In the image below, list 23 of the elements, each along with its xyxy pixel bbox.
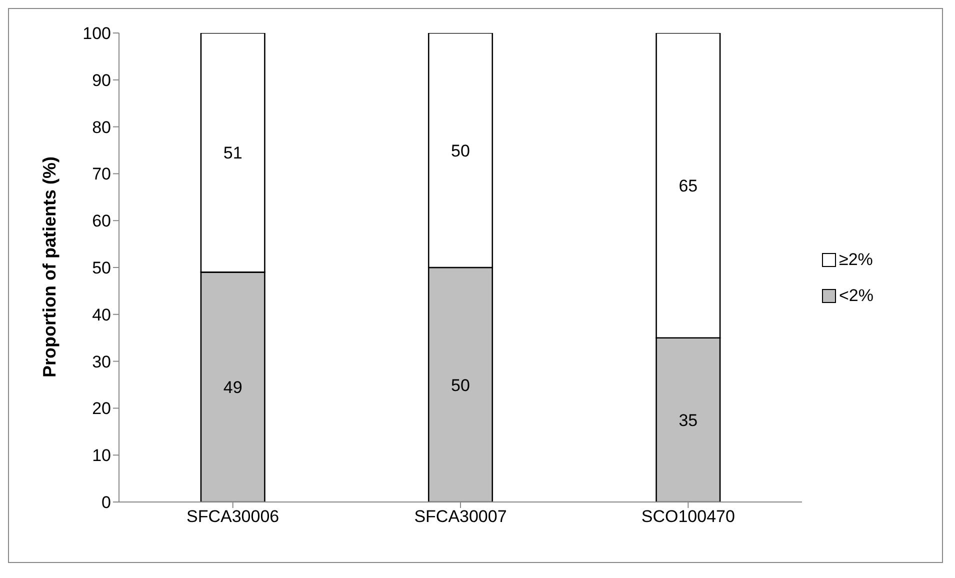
y-axis-title: Proportion of patients (%) <box>39 156 60 378</box>
x-tick-label: SCO100470 <box>641 507 735 526</box>
data-label: 51 <box>223 144 242 163</box>
legend-label: ≥2% <box>839 250 873 270</box>
y-tick-label: 0 <box>102 493 111 512</box>
data-label: 49 <box>223 378 242 398</box>
x-tick-label: SFCA30007 <box>414 507 507 526</box>
data-label: 50 <box>451 141 470 160</box>
y-tick-label: 50 <box>92 258 111 278</box>
y-tick-label: 80 <box>92 118 111 137</box>
x-tick-label: SFCA30006 <box>186 507 280 526</box>
y-tick-label: 90 <box>92 70 111 90</box>
y-tick-label: 60 <box>92 212 111 231</box>
data-label: 65 <box>678 176 698 196</box>
data-label: 35 <box>678 410 698 430</box>
data-label: 50 <box>451 376 470 395</box>
y-tick-label: 20 <box>92 399 111 418</box>
legend-label: <2% <box>839 286 874 306</box>
y-tick-label: 10 <box>92 446 111 466</box>
y-tick-label: 70 <box>92 164 111 184</box>
y-tick-label: 40 <box>92 305 111 324</box>
y-tick-label: 100 <box>82 24 111 44</box>
y-tick-label: 30 <box>92 352 111 372</box>
